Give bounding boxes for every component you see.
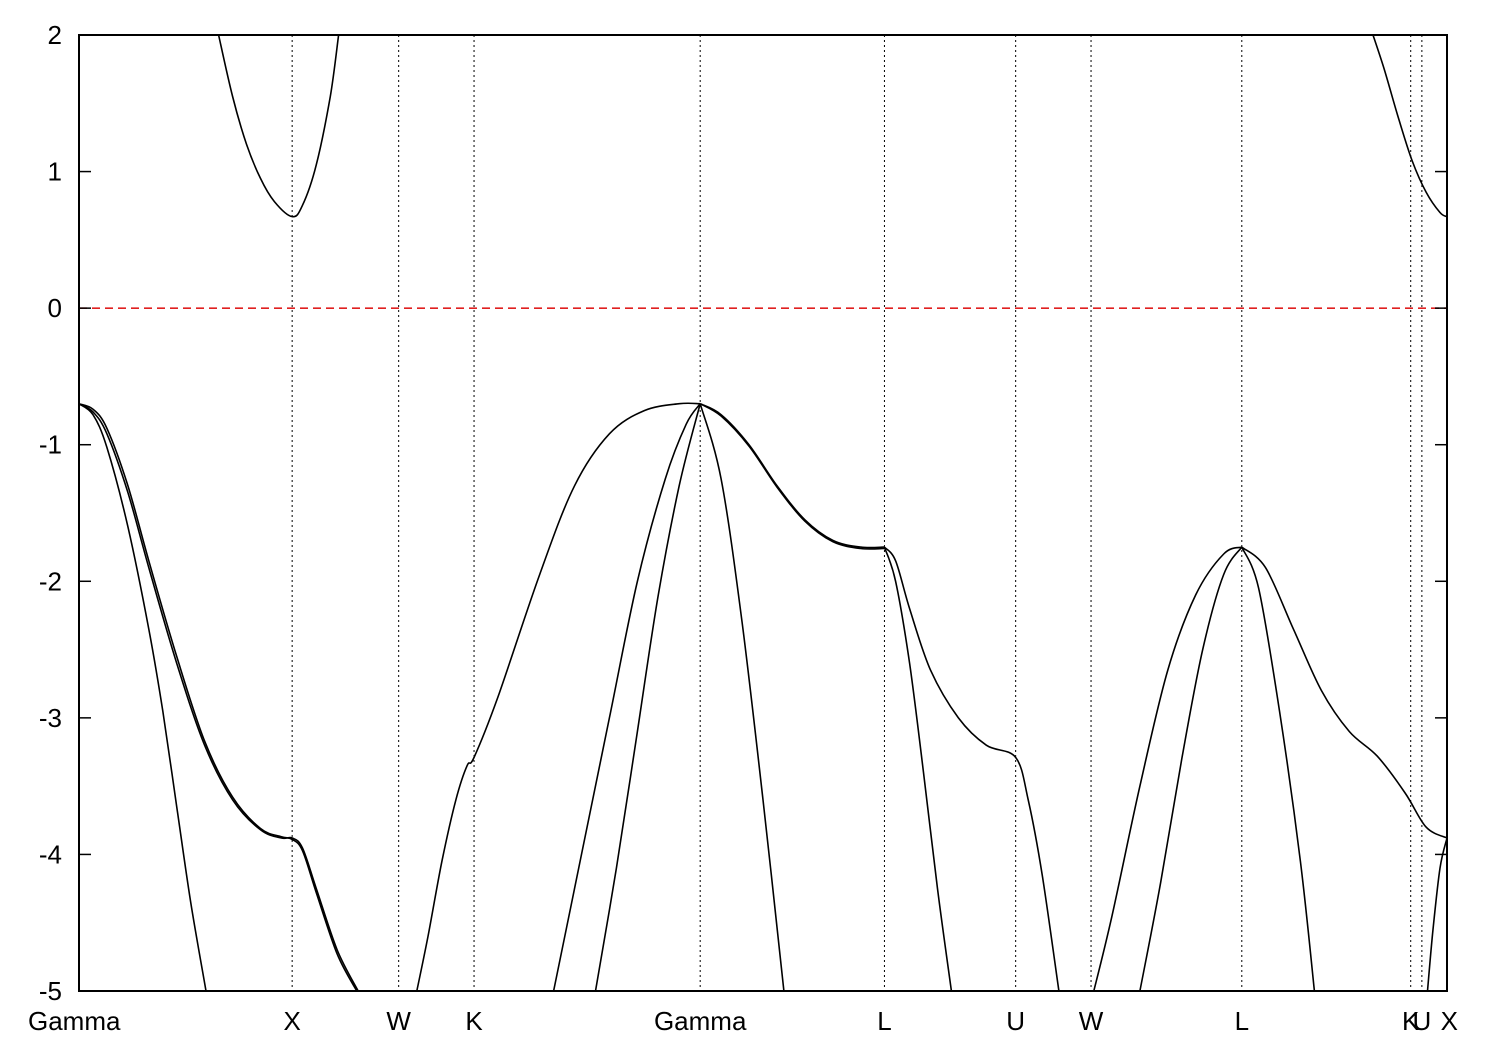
band-line — [552, 403, 701, 992]
x-tick-label: L — [1235, 1006, 1249, 1036]
y-tick-label: -4 — [39, 839, 62, 869]
band-line — [1139, 546, 1243, 992]
x-tick-label: X — [1441, 1006, 1458, 1036]
band-line — [883, 546, 1060, 992]
band-line — [416, 402, 701, 992]
y-tick-label: -3 — [39, 703, 62, 733]
bands-group — [78, 34, 1448, 992]
band-line — [1093, 546, 1243, 992]
x-tick-label: U — [1006, 1006, 1025, 1036]
x-tick-label: W — [386, 1006, 411, 1036]
band-line — [1372, 34, 1448, 218]
y-tick-label: 2 — [48, 20, 62, 50]
x-axis-labels: Gamma X W K Gamma L U W L KU X — [28, 1006, 1458, 1036]
x-tick-label: L — [877, 1006, 891, 1036]
y-tick-label: 0 — [48, 293, 62, 323]
band-line — [78, 403, 207, 992]
y-tick-label: 1 — [48, 157, 62, 187]
y-axis-ticks: 2 1 0 -1 -2 -3 -4 -5 — [39, 20, 1447, 1006]
x-tick-label: X — [283, 1006, 300, 1036]
band-line — [699, 402, 885, 549]
x-tick-label: K — [465, 1006, 483, 1036]
k-point-gridlines — [291, 35, 1423, 991]
band-line — [699, 403, 785, 992]
plot-frame — [78, 34, 1448, 992]
x-tick-label: U — [1412, 1006, 1431, 1036]
x-tick-label: K — [1402, 1006, 1420, 1036]
band-line — [1241, 546, 1316, 992]
band-line — [1241, 546, 1448, 839]
band-line — [883, 546, 953, 992]
band-line — [78, 402, 358, 992]
band-line — [78, 402, 359, 992]
y-tick-label: -2 — [39, 566, 62, 596]
band-line — [217, 34, 340, 218]
band-line — [699, 403, 885, 550]
y-tick-label: -1 — [39, 430, 62, 460]
x-tick-label: W — [1079, 1006, 1104, 1036]
x-tick-label: Gamma — [28, 1006, 121, 1036]
x-tick-label: Gamma — [654, 1006, 747, 1036]
band-line — [1426, 837, 1448, 992]
band-line — [594, 403, 701, 992]
y-tick-label: -5 — [39, 976, 62, 1006]
